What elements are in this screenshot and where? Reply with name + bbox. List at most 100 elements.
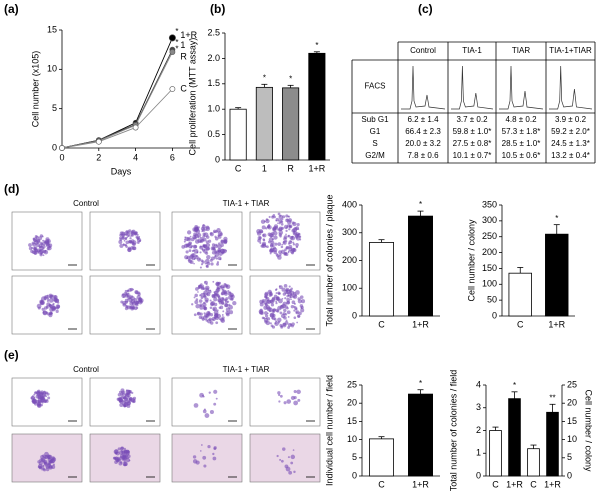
cell xyxy=(280,245,284,249)
y-tick-label: 1.0 xyxy=(207,104,220,114)
image-title: Control xyxy=(73,365,99,374)
cell xyxy=(292,243,296,246)
cell xyxy=(186,230,192,235)
cell xyxy=(135,303,139,307)
cell xyxy=(132,288,135,291)
y-tick-label: 10 xyxy=(47,64,57,74)
cell xyxy=(275,288,278,291)
cell xyxy=(275,217,280,222)
y-tick-label: 2.0 xyxy=(207,53,220,63)
cell xyxy=(288,228,291,231)
axis-title: Total number of colonies / field xyxy=(448,370,458,492)
phase-label: G1 xyxy=(370,127,381,136)
axis-title: Cell proliferation (MTT assay) xyxy=(187,38,197,156)
cell xyxy=(221,302,225,305)
cell xyxy=(120,231,126,237)
cell xyxy=(289,240,292,243)
cell xyxy=(261,225,266,230)
cell xyxy=(273,317,277,321)
cell xyxy=(207,445,211,449)
facs-value: 10.5 ± 0.6* xyxy=(502,151,541,160)
cell xyxy=(32,397,36,400)
point xyxy=(132,124,139,131)
cell xyxy=(228,310,234,315)
axis-title: Days xyxy=(111,166,132,176)
cell xyxy=(275,300,278,303)
cell xyxy=(37,460,41,464)
cell xyxy=(193,296,196,299)
cell xyxy=(271,238,275,241)
bar xyxy=(308,52,326,161)
cell xyxy=(31,247,34,250)
x-tick-label: 1+R xyxy=(548,319,565,329)
cell xyxy=(209,306,213,310)
cell xyxy=(221,288,224,291)
cell xyxy=(268,232,274,238)
cell xyxy=(137,291,141,295)
bar xyxy=(229,108,247,161)
cell xyxy=(44,462,48,466)
cell xyxy=(214,235,217,239)
y-tick-label: 10 xyxy=(347,434,357,444)
cell xyxy=(287,456,290,459)
cell xyxy=(216,261,220,264)
cell xyxy=(287,242,291,245)
cell xyxy=(44,399,47,402)
y-tick-label: 0 xyxy=(476,470,481,480)
histogram xyxy=(401,65,446,110)
cell xyxy=(216,285,222,290)
cell xyxy=(203,464,207,468)
cell xyxy=(204,281,206,283)
cell xyxy=(34,391,37,394)
cell xyxy=(130,296,135,301)
cell xyxy=(260,311,264,315)
cell xyxy=(186,257,189,260)
cell xyxy=(197,226,200,229)
cell xyxy=(205,251,209,255)
cell xyxy=(40,397,46,403)
cell xyxy=(203,295,207,298)
cell xyxy=(300,308,305,313)
cell xyxy=(32,399,37,405)
cell xyxy=(213,256,217,259)
cell xyxy=(200,263,204,266)
cell xyxy=(218,281,222,285)
cell xyxy=(283,224,289,230)
cell xyxy=(49,304,53,309)
column-header: Control xyxy=(410,46,436,55)
cell xyxy=(265,317,268,320)
cell xyxy=(275,302,278,305)
cell xyxy=(297,299,302,304)
y-tick-label: 250 xyxy=(482,231,497,241)
cell xyxy=(194,233,199,238)
panel-label: (a) xyxy=(4,2,19,16)
cell xyxy=(206,247,210,251)
y-tick-label: 0 xyxy=(567,470,572,480)
cell xyxy=(123,450,128,454)
bar xyxy=(282,87,300,161)
x-tick-label: C xyxy=(517,319,524,329)
cell xyxy=(49,307,54,312)
histogram xyxy=(549,65,593,110)
bar xyxy=(508,398,521,477)
cell xyxy=(118,397,122,402)
cell xyxy=(294,294,297,297)
cell xyxy=(209,410,214,415)
cell xyxy=(44,294,49,299)
cell xyxy=(285,214,289,218)
cell xyxy=(127,246,131,250)
x-tick-label: C xyxy=(530,479,537,489)
cell xyxy=(125,240,130,245)
significance: * xyxy=(555,214,558,223)
y-tick-label: 100 xyxy=(482,279,497,289)
cell xyxy=(264,292,269,297)
cell xyxy=(212,280,215,283)
cell xyxy=(125,304,128,308)
x-tick-label: 0 xyxy=(59,152,64,162)
cell xyxy=(268,215,271,219)
point xyxy=(168,34,176,42)
cell xyxy=(278,230,284,235)
x-tick-label: 2 xyxy=(96,152,101,162)
cell xyxy=(209,232,213,235)
cell xyxy=(199,392,204,398)
